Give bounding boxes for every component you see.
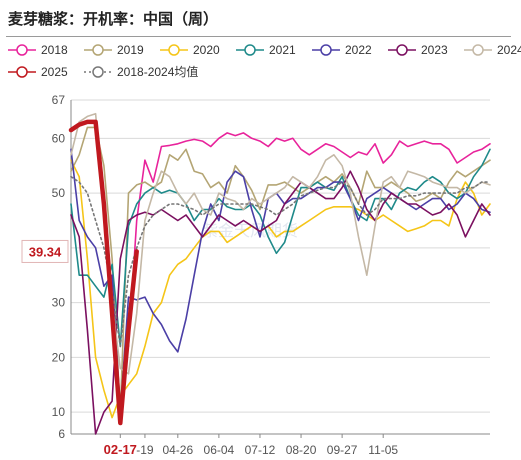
legend-label: 2019 (117, 43, 144, 57)
y-tick-label: 60 (52, 131, 66, 145)
series-line-2024 (70, 112, 491, 375)
series-lines (68, 112, 491, 435)
legend-label: 2024 (497, 43, 521, 57)
legend-marker-icon (396, 44, 408, 56)
series-line-2018 (127, 132, 491, 348)
axes: 61020304050606702-17-1904-2606-0407-1208… (52, 93, 490, 457)
legend-item-2018[interactable]: 2018 (8, 43, 68, 57)
legend-label: 2018-2024均值 (117, 64, 198, 79)
y-tick-label: 6 (58, 427, 65, 441)
legend-item-2022[interactable]: 2022 (312, 43, 372, 57)
legend-item-2020[interactable]: 2020 (160, 43, 220, 57)
legend-label: 2022 (345, 43, 372, 57)
legend-item-2019[interactable]: 2019 (84, 43, 144, 57)
x-tick-label: 11-05 (368, 443, 398, 457)
y-tick-label: 50 (52, 186, 66, 200)
legend-marker-icon (320, 44, 332, 56)
y-tick-label: 67 (52, 93, 66, 107)
legend-label: 2021 (269, 43, 296, 57)
legend-item-2018-2024均值[interactable]: 2018-2024均值 (84, 64, 198, 79)
series-line-2018-2024均值 (70, 175, 491, 348)
legend-marker-icon (16, 44, 28, 56)
legend: 2018 2019 2020 2021 2022 2023 2024 2025 2018-202… (8, 43, 521, 79)
legend-marker-icon (244, 44, 256, 56)
legend-label: 2020 (193, 43, 220, 57)
x-tick-label: 02-17 (104, 442, 137, 457)
legend-label: 2023 (421, 43, 448, 57)
latest-value-label: 39.34 (29, 244, 62, 259)
title-divider (6, 36, 511, 37)
legend-item-2023[interactable]: 2023 (388, 43, 448, 57)
legend-marker-icon (92, 66, 104, 78)
legend-item-2024[interactable]: 2024 (464, 43, 521, 57)
legend-label: 2025 (41, 65, 68, 79)
y-tick-label: 30 (52, 296, 66, 310)
watermark: 紫金天风期货 (202, 221, 298, 240)
legend-marker-icon (168, 44, 180, 56)
legend-item-2021[interactable]: 2021 (236, 43, 296, 57)
x-tick-label: 04-26 (162, 443, 193, 457)
x-tick-label: 07-12 (245, 443, 276, 457)
legend-marker-icon (92, 44, 104, 56)
x-tick-label: 08-20 (286, 443, 317, 457)
series-line-2020 (70, 159, 491, 419)
legend-marker-icon (16, 66, 28, 78)
chart-title: 麦芽糖浆：开机率：中国（周） (8, 10, 219, 28)
legend-item-2025[interactable]: 2025 (8, 65, 68, 79)
x-tick-label: 06-04 (204, 443, 235, 457)
y-tick-label: 20 (52, 350, 66, 364)
series-line-2021 (70, 148, 491, 348)
series-line-2019 (70, 126, 491, 413)
y-tick-label: 10 (52, 405, 66, 419)
series-line-2023 (70, 170, 491, 435)
highlight-callout: 39.34 (21, 239, 69, 263)
latest-value-box (21, 239, 69, 263)
series-line-2025 (68, 119, 139, 426)
legend-label: 2018 (41, 43, 68, 57)
legend-marker-icon (472, 44, 484, 56)
x-tick-label: -19 (136, 443, 154, 457)
x-tick-label: 09-27 (327, 443, 358, 457)
